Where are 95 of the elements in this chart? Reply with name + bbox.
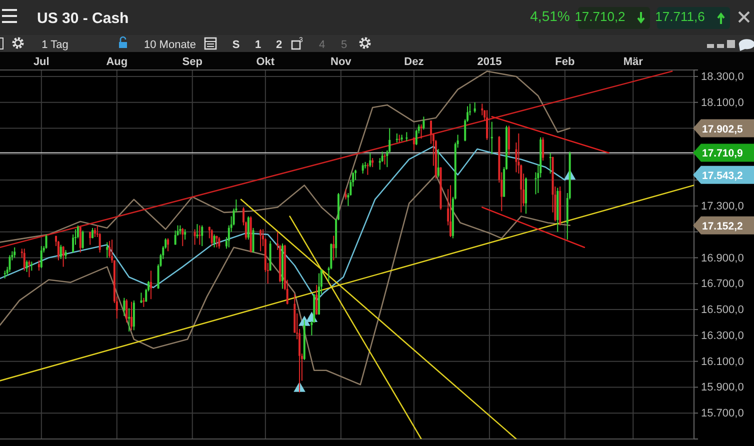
x-tick-label: Mär [623, 56, 644, 68]
text: 1 [254, 39, 262, 51]
candlestick [182, 227, 184, 247]
candlestick [79, 226, 82, 254]
text: 10 Monate [144, 39, 196, 51]
y-tick-label: 18.100,0 [701, 96, 744, 109]
candlestick [218, 236, 220, 250]
candlestick [198, 224, 201, 246]
candlestick [196, 224, 198, 239]
candlestick [60, 244, 62, 260]
x-tick-label: Feb [555, 56, 575, 68]
candlestick [4, 270, 6, 279]
text: 4,51% [530, 8, 570, 24]
text: 17.710,2 [574, 9, 626, 24]
candlestick [542, 136, 544, 162]
candlestick [508, 125, 510, 156]
candlestick [210, 228, 213, 247]
candlestick [406, 132, 408, 142]
x-tick-label: Nov [330, 56, 352, 68]
candlestick [369, 152, 372, 168]
text: 2 [276, 39, 282, 51]
candlestick [437, 148, 440, 178]
candlestick [8, 254, 11, 272]
candlestick [150, 270, 152, 300]
text: 17.543,2 [702, 170, 744, 182]
candlestick [26, 260, 28, 272]
candlestick [422, 116, 425, 130]
candlestick [332, 235, 335, 261]
text: 17.902,5 [702, 123, 744, 136]
candlestick [247, 216, 250, 240]
candlestick [384, 154, 386, 166]
text: 4 [318, 39, 326, 51]
x-tick-label: Okt [256, 56, 275, 68]
x-tick-label: Dez [404, 56, 424, 68]
candlestick [449, 184, 452, 238]
line-series [0, 174, 570, 386]
candlestick [216, 235, 218, 248]
candlestick [92, 227, 94, 239]
x-tick-label: 2015 [477, 56, 502, 68]
text: 17.711,6 [655, 9, 705, 24]
candlestick [420, 124, 422, 140]
candlestick [366, 162, 369, 176]
ref-line-label: 17.710,9 [702, 148, 744, 160]
candlestick [126, 298, 128, 323]
candlestick [252, 227, 254, 254]
y-tick-label: 18.300,0 [701, 70, 744, 83]
candlestick [474, 102, 476, 114]
candlestick [213, 234, 216, 248]
y-tick-label: 15.700,0 [701, 408, 744, 420]
candlestick [130, 301, 132, 331]
candlestick [62, 246, 64, 268]
candlestick [396, 132, 398, 144]
candlestick [184, 228, 186, 240]
candlestick [179, 224, 182, 235]
candlestick [94, 227, 96, 238]
candlestick [194, 228, 196, 246]
candlestick [64, 249, 67, 260]
candlestick [30, 261, 33, 272]
candlestick [167, 238, 170, 252]
candlestick [106, 242, 108, 258]
y-tick-label: 16.300,0 [701, 330, 744, 342]
candlestick [260, 228, 262, 252]
x-tick-label: Sep [182, 56, 203, 68]
candlestick [40, 246, 42, 269]
candlestick [14, 246, 16, 258]
candlestick [132, 300, 135, 331]
candlestick [38, 260, 40, 272]
y-tick-label: 15.900,0 [701, 382, 744, 394]
y-tick-label: 16.700,0 [701, 278, 744, 290]
y-tick-label: 16.100,0 [701, 356, 744, 368]
candlestick [344, 188, 347, 200]
candlestick [486, 110, 488, 140]
y-tick-label: 16.900,0 [701, 252, 744, 264]
chart-title: US 30 - Cash [37, 10, 129, 27]
candlestick [362, 162, 364, 174]
candlestick [23, 248, 26, 272]
candlestick [549, 152, 552, 174]
candlestick [398, 134, 400, 144]
candlestick [82, 230, 84, 250]
text: S [232, 39, 240, 51]
candlestick [201, 224, 204, 247]
text: 1 Tag [42, 39, 68, 51]
x-tick-label: Jul [33, 56, 50, 68]
text: 5 [340, 39, 348, 51]
candlestick [72, 234, 74, 254]
text: 17.152,2 [702, 220, 744, 232]
candlestick [316, 284, 318, 316]
y-tick-label: 16.500,0 [701, 304, 744, 316]
candlestick [123, 297, 126, 316]
candlestick [45, 234, 48, 250]
x-tick-label: Aug [106, 56, 128, 68]
candlestick [412, 136, 415, 151]
y-tick-label: 17.300,0 [701, 200, 744, 212]
line-series [0, 70, 570, 243]
candlestick [89, 231, 92, 246]
